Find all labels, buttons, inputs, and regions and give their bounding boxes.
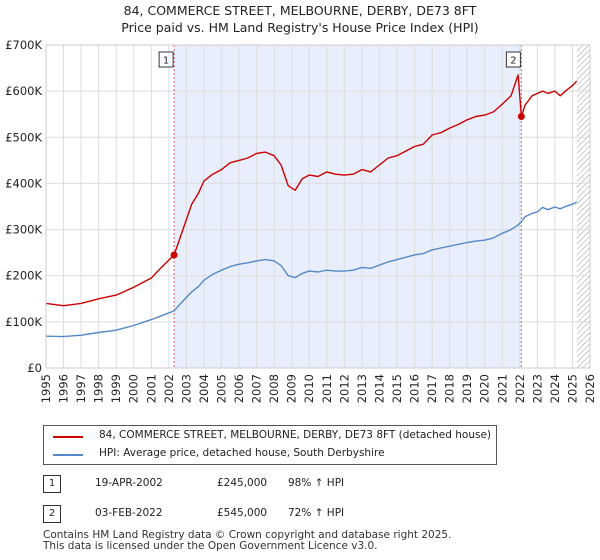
y-tick-label: £400K [5, 176, 42, 190]
sale-point [170, 251, 178, 259]
x-tick-label: 2017 [425, 374, 439, 403]
y-tick-label: £500K [5, 130, 42, 144]
transaction-date: 03-FEB-2022 [95, 507, 163, 519]
x-tick-label: 2023 [530, 374, 544, 403]
legend-label-hpi: HPI: Average price, detached house, Sout… [99, 447, 385, 459]
x-tick-label: 2005 [214, 374, 228, 403]
x-tick-label: 2012 [337, 374, 351, 403]
sale-label-box [505, 51, 521, 68]
transaction-row: 1 19-APR-2002 £245,000 98% ↑ HPI [0, 475, 600, 495]
plot-border [45, 44, 591, 369]
x-tick-label: 2025 [565, 374, 579, 403]
chart-title-line2: Price paid vs. HM Land Registry's House … [121, 20, 479, 35]
sale-label-number: 1 [163, 56, 169, 67]
transaction-row: 2 03-FEB-2022 £545,000 72% ↑ HPI [0, 505, 600, 525]
x-tick-label: 2004 [197, 374, 211, 403]
x-tick-label: 2015 [390, 374, 404, 403]
hpi-series-line [45, 201, 578, 338]
ownership-shading [174, 45, 522, 368]
transaction-date: 19-APR-2002 [95, 477, 163, 489]
x-tick-label: 2014 [372, 374, 386, 403]
legend-swatch-hpi [53, 454, 83, 456]
sale-label-number: 2 [510, 56, 516, 67]
x-tick-label: 2018 [443, 374, 457, 403]
transaction-badge: 1 [43, 475, 61, 493]
x-tick-label: 1996 [57, 374, 71, 403]
x-tick-label: 2011 [320, 374, 334, 403]
x-tick-label: 1998 [92, 374, 106, 403]
footer-attribution: Contains HM Land Registry data © Crown c… [43, 530, 451, 552]
transaction-price: £245,000 [217, 477, 268, 489]
x-tick-label: 2026 [583, 374, 597, 403]
legend-label-property: 84, COMMERCE STREET, MELBOURNE, DERBY, D… [99, 429, 492, 441]
y-tick-label: £100K [5, 315, 42, 329]
x-tick-label: 2001 [144, 374, 158, 403]
x-tick-label: 2016 [408, 374, 422, 403]
transaction-hpi: 98% ↑ HPI [288, 477, 345, 489]
x-tick-label: 2002 [162, 374, 176, 403]
chart-title-line1: 84, COMMERCE STREET, MELBOURNE, DERBY, D… [123, 3, 477, 18]
legend-swatch-property [53, 436, 83, 438]
x-tick-label: 2021 [495, 374, 509, 403]
chart-legend: 84, COMMERCE STREET, MELBOURNE, DERBY, D… [43, 425, 497, 465]
x-tick-label: 2006 [232, 374, 246, 403]
sale-label-box [158, 51, 174, 68]
y-tick-label: £200K [5, 269, 42, 283]
footer-line1: Contains HM Land Registry data © Crown c… [43, 529, 452, 541]
x-tick-label: 2007 [250, 374, 264, 403]
x-tick-label: 2008 [267, 374, 281, 403]
x-tick-label: 2010 [302, 374, 316, 403]
price-chart: £0 £100K £200K £300K £400K £500K £600K £700K 199… [5, 38, 597, 403]
x-tick-label: 2009 [285, 374, 299, 403]
y-tick-label: £300K [5, 223, 42, 237]
transaction-badge: 2 [43, 505, 61, 523]
footer-line2: This data is licensed under the Open Gov… [43, 540, 378, 552]
x-tick-label: 2022 [513, 374, 527, 403]
y-tick-label: £700K [5, 38, 42, 52]
x-tick-label: 2013 [355, 374, 369, 403]
x-tick-label: 2020 [478, 374, 492, 403]
x-tick-label: 1995 [39, 374, 53, 403]
x-tick-label: 2003 [179, 374, 193, 403]
forecast-hatch [576, 45, 590, 368]
y-tick-label: £600K [5, 84, 42, 98]
x-tick-label: 1999 [109, 374, 123, 403]
y-tick-label: £0 [27, 361, 42, 375]
x-tick-label: 2000 [127, 374, 141, 403]
transaction-hpi: 72% ↑ HPI [288, 507, 345, 519]
x-tick-label: 2019 [460, 374, 474, 403]
x-tick-label: 1997 [74, 374, 88, 403]
transaction-price: £545,000 [217, 507, 268, 519]
x-tick-label: 2024 [548, 374, 562, 403]
sale-point [517, 113, 525, 121]
